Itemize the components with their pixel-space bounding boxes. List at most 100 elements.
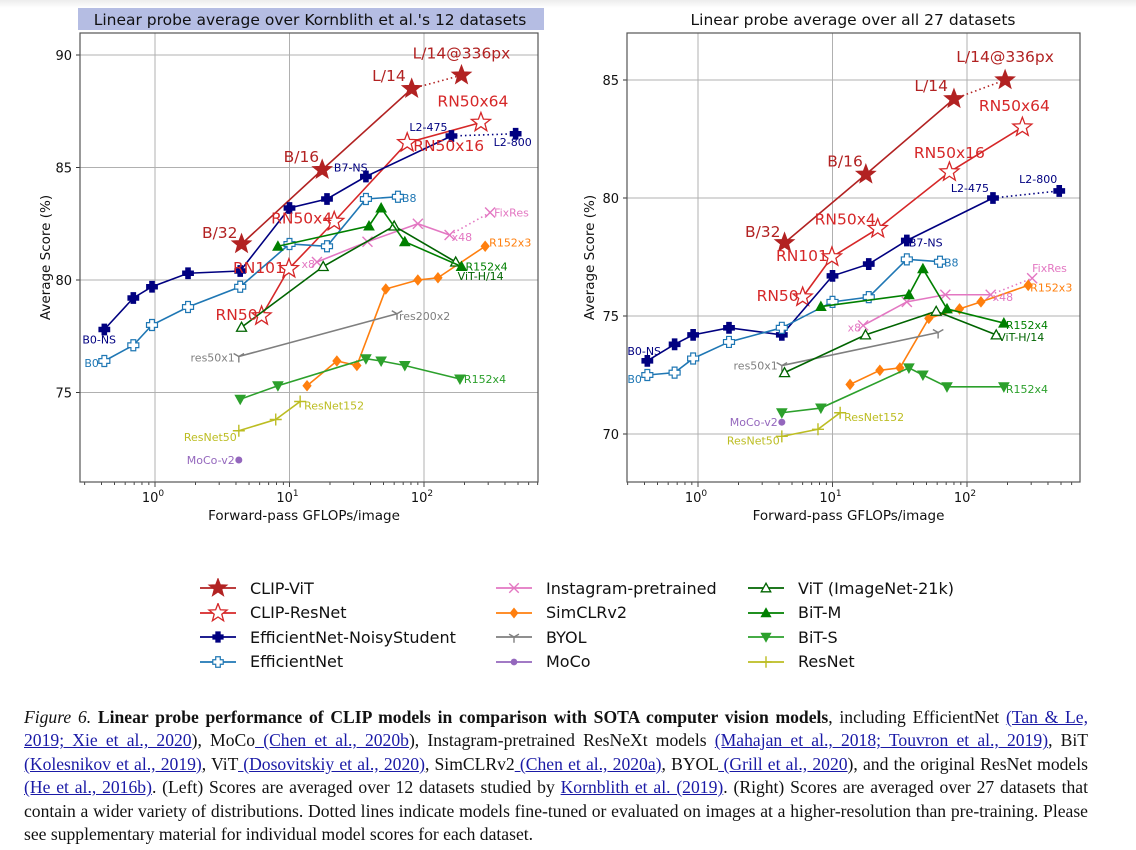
legend-item-bit-m: BiT-M	[746, 601, 954, 626]
data-point-instagram-pretrained	[484, 207, 496, 218]
series-simclrv2	[845, 279, 1033, 391]
y-tick-label: 75	[55, 387, 72, 402]
caption-text: , BYOL	[661, 753, 719, 774]
data-point-clip-resnet	[1011, 115, 1034, 137]
y-tick-label: 85	[602, 74, 619, 89]
series-bit-s	[234, 354, 466, 406]
series-efficientnet	[641, 253, 947, 382]
data-point-efficientnet	[391, 190, 405, 203]
data-point-vit-imagenet-21k	[235, 320, 248, 332]
data-point-byol	[233, 352, 245, 363]
legend-item-byol: BYOL	[494, 625, 717, 650]
legend-marker	[509, 607, 519, 619]
data-label: RN101	[233, 259, 285, 277]
legend-marker	[212, 631, 224, 643]
data-label: ResNet50	[184, 431, 237, 444]
x-tick-exponent: 2	[970, 489, 976, 499]
data-label: B/16	[284, 148, 320, 166]
citation-link[interactable]: (Mahajan et al., 2018; Touvron et al., 2…	[714, 730, 1049, 751]
data-point-clip-vit	[400, 77, 423, 98]
citation-link[interactable]: (Kolesnikov et al., 2019)	[24, 753, 202, 774]
data-point-bit-s	[941, 382, 953, 393]
data-label: B0	[627, 373, 642, 386]
series-layer	[98, 63, 522, 464]
data-point-bit-s	[360, 354, 372, 365]
data-point-vit-imagenet-21k	[317, 260, 330, 272]
data-point-instagram-pretrained	[857, 319, 869, 331]
data-label: R152x3	[1030, 281, 1072, 294]
data-label: B8	[944, 257, 959, 270]
citation-link[interactable]: (He et al., 2016b)	[24, 777, 152, 798]
series-efficientnet-noisystudent	[641, 185, 1066, 367]
data-point-clip-vit	[994, 68, 1016, 90]
data-label: RN50x16	[413, 137, 484, 155]
data-label: L/14@336px	[956, 48, 1054, 66]
caption-text: ), Instagram-pretrained ResNeXt models	[408, 730, 715, 751]
legend-label: ResNet	[798, 652, 855, 672]
data-label: MoCo-v2	[187, 454, 235, 467]
data-point-efficientnet-noisystudent	[687, 328, 700, 341]
data-label: res50x1	[734, 360, 778, 373]
data-label: MoCo-v2	[730, 416, 778, 429]
data-label: RN50	[215, 306, 257, 324]
legend-item-vit-imagenet-21k: ViT (ImageNet-21k)	[746, 576, 954, 601]
data-point-clip-vit	[311, 158, 334, 179]
series-moco	[235, 456, 243, 464]
data-point-clip-resnet	[469, 110, 493, 133]
citation-link[interactable]: (Tan & Le, 2019; Xie et al., 2020	[24, 707, 1089, 751]
title-highlight	[78, 8, 544, 30]
series-bit-s	[775, 363, 1010, 419]
data-label: ViT-H/14	[458, 270, 504, 283]
data-label: L2-475	[409, 121, 447, 134]
data-point-efficientnet-noisystudent	[900, 234, 913, 247]
citation-link[interactable]: Kornblith et al. (2019)	[560, 777, 724, 798]
caption-text: , BiT	[1048, 730, 1089, 751]
series-clip-resnet	[250, 110, 493, 326]
legend-column: ViT (ImageNet-21k) BiT-M BiT-S ResNet	[746, 576, 954, 674]
data-label: res200x2	[399, 310, 450, 323]
data-point-vit-imagenet-21k	[859, 328, 872, 340]
data-point-efficientnet	[900, 253, 913, 266]
data-point-efficientnet-noisystudent	[1053, 185, 1066, 197]
series-line-vit-imagenet-21k	[784, 310, 997, 374]
series-byol	[233, 310, 403, 363]
data-point-clip-resnet	[791, 285, 814, 307]
series-line-resnet	[781, 412, 841, 438]
data-point-simclrv2	[480, 240, 490, 253]
citation-link[interactable]: (Chen et al., 2020a)	[514, 753, 662, 774]
data-point-bit-m	[272, 240, 284, 251]
chart-title: Linear probe average over all 27 dataset…	[691, 11, 1016, 29]
citation-link[interactable]: (Chen et al., 2020b	[255, 730, 409, 751]
data-point-simclrv2	[332, 355, 342, 367]
data-point-bit-s	[815, 403, 827, 415]
series-byol	[776, 328, 944, 372]
y-axis-label: Average Score (%)	[582, 195, 598, 320]
legend-column: CLIP-ViT CLIP-ResNet EfficientNet-NoisyStu…	[198, 576, 456, 674]
data-label: x48	[993, 291, 1014, 304]
caption-text: ), MoCo	[191, 730, 256, 751]
legend-item-simclrv2: SimCLRv2	[494, 601, 717, 626]
data-label: L2-475	[951, 182, 989, 195]
data-point-instagram-pretrained	[444, 229, 456, 241]
legend-label: SimCLRv2	[546, 603, 628, 623]
data-label: B7-NS	[909, 236, 943, 249]
citation-link[interactable]: (Dosovitskiy et al., 2020)	[238, 753, 425, 774]
data-point-simclrv2	[976, 296, 986, 308]
data-point-clip-vit	[450, 63, 473, 85]
data-label: RN101	[776, 247, 828, 265]
caption-text: , SimCLRv2	[424, 753, 515, 774]
data-label: B0-NS	[82, 334, 116, 347]
legend-marker	[207, 578, 229, 598]
legend-item-bit-s: BiT-S	[746, 625, 954, 650]
legend-marker	[207, 602, 229, 622]
legend-label: MoCo	[546, 652, 591, 672]
data-label: RN50	[757, 287, 799, 305]
citation-link[interactable]: (Grill et al., 2020	[718, 753, 848, 774]
series-line-instagram-pretrained	[316, 222, 450, 263]
series-bit-m	[272, 201, 468, 271]
data-point-clip-vit	[943, 87, 965, 109]
data-point-resnet	[269, 413, 282, 426]
data-point-simclrv2	[413, 274, 423, 286]
data-label: L2-800	[494, 136, 532, 149]
series-line-instagram-pretrained	[862, 293, 991, 327]
